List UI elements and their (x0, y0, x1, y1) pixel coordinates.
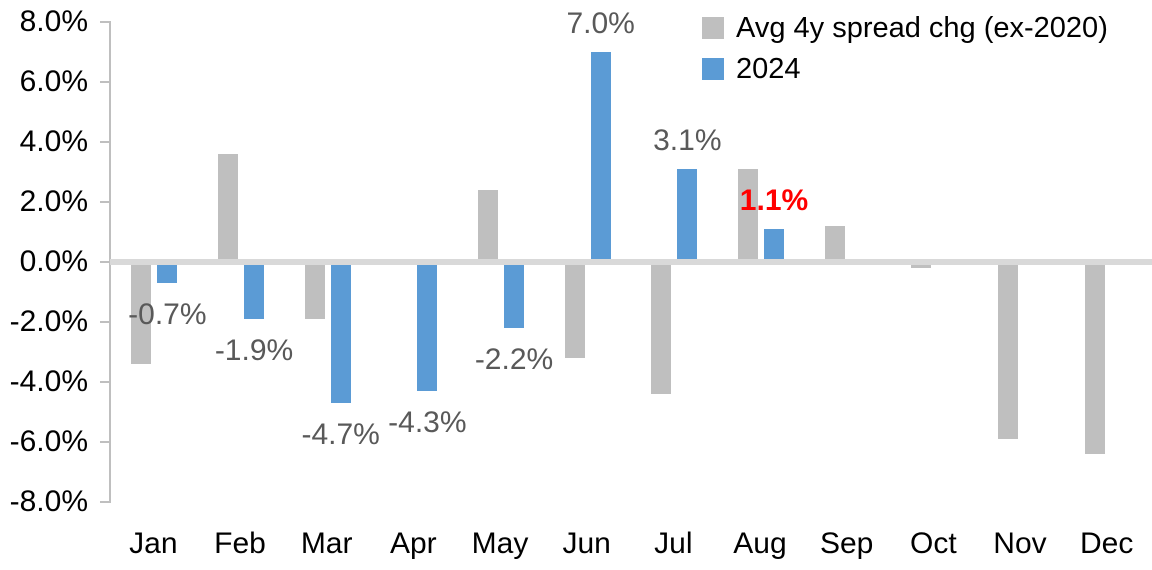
legend-item-avg-4y: Avg 4y spread chg (ex-2020) (702, 10, 1108, 46)
y-tick-label-0.0%: 0.0% (19, 245, 88, 278)
x-tick-apr: Apr (389, 527, 437, 560)
y-tick-label--2.0%: -2.0% (9, 304, 88, 338)
legend-item-2024: 2024 (702, 51, 1108, 87)
bar-2024-mar (330, 262, 351, 403)
x-tick-jul: Jul (654, 527, 693, 560)
y-tick-label--8.0%: -8.0% (9, 484, 88, 518)
data-label-aug: 1.1% (739, 184, 809, 218)
x-tick-jan: Jan (129, 527, 178, 560)
data-label-mar: -4.7% (301, 417, 380, 451)
bar-2024-feb (244, 262, 264, 319)
bar-avg4y-aug (738, 169, 758, 262)
bar-avg4y-sep (824, 226, 845, 262)
bar-2024-jun (590, 52, 611, 262)
x-tick-aug: Aug (733, 527, 787, 560)
legend-swatch-gray (702, 17, 724, 39)
bar-avg4y-jun (564, 262, 585, 358)
data-label-may: -2.2% (474, 342, 554, 376)
bar-avg4y-mar (304, 262, 325, 319)
bar-avg4y-dec (1084, 262, 1105, 454)
y-tick-mark--2.0% (100, 320, 111, 323)
data-label-jun: 7.0% (566, 7, 635, 41)
y-tick-mark-6.0% (100, 81, 111, 84)
bar-2024-may (504, 262, 524, 328)
bar-avg4y-jan (131, 262, 152, 364)
data-label-feb: -1.9% (214, 333, 294, 367)
y-tick-label-8.0%: 8.0% (19, 5, 88, 39)
data-label-jan: -0.7% (128, 297, 207, 331)
x-tick-mar: Mar (300, 527, 353, 560)
data-label-apr: -4.3% (388, 405, 467, 439)
legend: Avg 4y spread chg (ex-2020) 2024 (702, 10, 1108, 92)
legend-swatch-blue (702, 58, 724, 80)
x-tick-dec: Dec (1079, 527, 1134, 560)
y-tick-mark-8.0% (100, 21, 111, 24)
y-tick-mark-2.0% (100, 201, 111, 204)
y-tick-mark-0.0% (100, 261, 111, 263)
y-tick-mark--6.0% (100, 440, 111, 443)
y-tick-mark-4.0% (100, 141, 111, 144)
bar-2024-apr (417, 262, 438, 391)
legend-label-2024: 2024 (736, 53, 801, 85)
y-tick-mark--4.0% (100, 380, 111, 383)
x-tick-may: May (471, 527, 529, 560)
y-tick-mark--8.0% (100, 500, 111, 503)
y-tick-label--4.0%: -4.0% (9, 364, 88, 398)
bar-avg4y-may (478, 190, 498, 262)
bar-2024-jul (677, 169, 698, 262)
legend-label-avg-4y: Avg 4y spread chg (ex-2020) (736, 12, 1108, 44)
bar-avg4y-jul (651, 262, 672, 394)
y-tick-label-2.0%: 2.0% (19, 185, 88, 219)
data-label-jul: 3.1% (653, 124, 722, 158)
bar-2024-jan (157, 262, 178, 283)
bar-avg4y-nov (998, 262, 1018, 439)
x-tick-nov: Nov (993, 527, 1047, 560)
zero-gridline (110, 259, 1152, 265)
bar-2024-aug (764, 229, 784, 262)
x-tick-feb: Feb (214, 527, 266, 560)
y-tick-label-4.0%: 4.0% (19, 125, 88, 159)
x-tick-sep: Sep (819, 527, 874, 560)
y-tick-label-6.0%: 6.0% (19, 65, 88, 99)
y-tick-label--6.0%: -6.0% (9, 424, 88, 458)
x-tick-oct: Oct (909, 527, 957, 560)
x-tick-jun: Jun (562, 527, 611, 560)
bar-avg4y-feb (218, 154, 238, 262)
